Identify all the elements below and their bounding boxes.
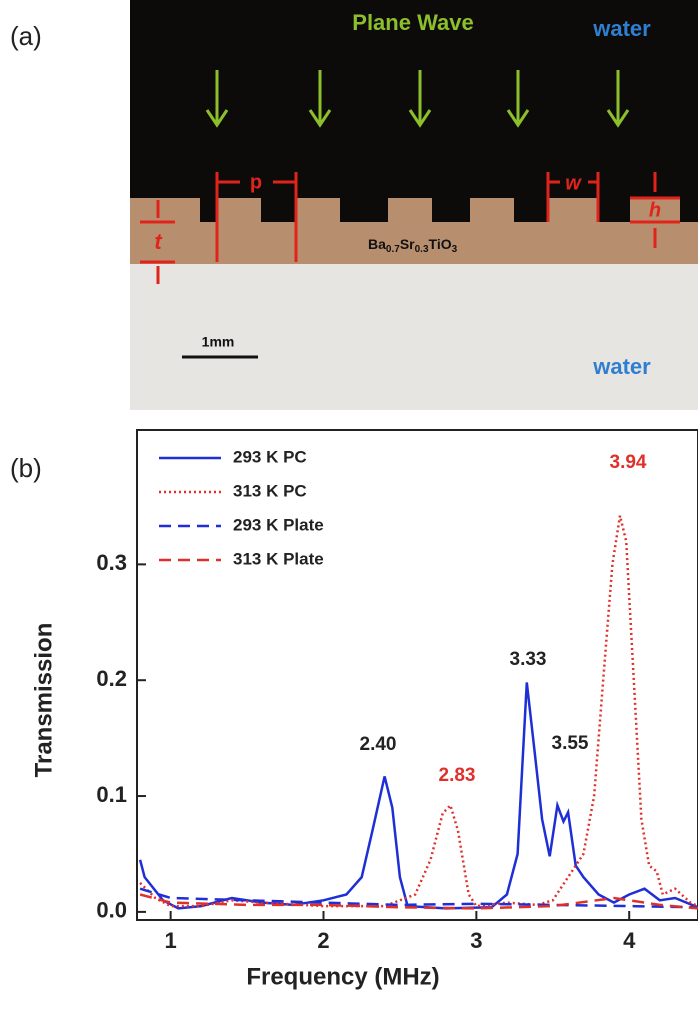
x-tick-label: 4 [623, 928, 636, 953]
x-tick-label: 3 [470, 928, 482, 953]
formula-part: 0.7 [386, 244, 400, 255]
wave-label: Plane Wave [352, 10, 473, 35]
plot-frame [136, 429, 698, 921]
x-axis-title: Frequency (MHz) [246, 963, 439, 990]
dim-label: t [154, 229, 163, 254]
peak-label: 3.55 [552, 733, 589, 754]
formula-part: 3 [452, 244, 458, 255]
y-axis-title: Transmission [30, 623, 57, 778]
formula-part: 0.3 [415, 244, 429, 255]
scale-label: 1mm [202, 334, 235, 350]
medium-label: water [592, 354, 651, 379]
formula-part: Ba [368, 236, 386, 252]
peak-label: 3.33 [510, 649, 547, 670]
legend-label: 313 K Plate [233, 549, 324, 568]
y-tick-label: 0.0 [96, 898, 127, 923]
y-tick-label: 0.2 [96, 666, 127, 691]
y-tick-label: 0.3 [96, 550, 127, 575]
peak-label: 3.94 [610, 452, 647, 473]
x-tick-label: 2 [317, 928, 329, 953]
material-label: Ba0.7Sr0.3TiO3 [368, 236, 458, 255]
data-line [139, 887, 698, 909]
photo [130, 0, 698, 410]
x-tick-label: 1 [165, 928, 177, 953]
data-line [139, 893, 698, 910]
dimension-marks [140, 172, 680, 284]
panel-label: (a) [10, 21, 42, 51]
dim-label: w [565, 172, 582, 194]
y-tick-label: 0.1 [96, 782, 127, 807]
arrows [205, 70, 630, 128]
peak-label: 2.40 [360, 734, 397, 755]
dim-label: h [649, 199, 661, 221]
data-line [139, 515, 698, 908]
peak-label: 2.83 [439, 765, 476, 786]
formula-part: TiO [429, 236, 452, 252]
panel-label: (b) [10, 453, 42, 483]
dim-label: p [250, 171, 262, 193]
legend-label: 293 K Plate [233, 515, 324, 534]
medium-label: water [592, 16, 651, 41]
legend-label: 293 K PC [233, 447, 307, 466]
data-line [138, 682, 698, 910]
formula-part: Sr [400, 236, 415, 252]
legend-label: 313 K PC [233, 481, 307, 500]
